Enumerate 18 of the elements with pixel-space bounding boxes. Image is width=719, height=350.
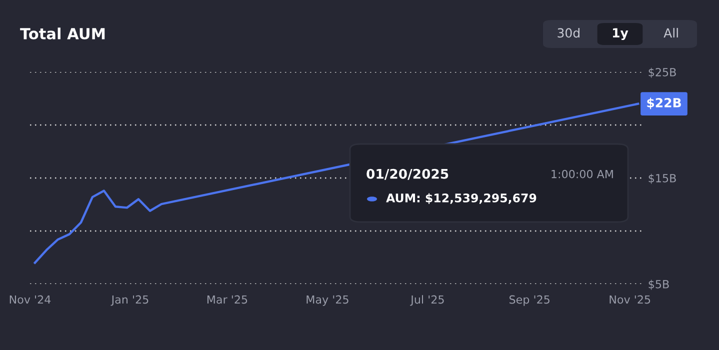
x-tick-label: Nov '24 — [10, 295, 51, 304]
text: All — [664, 28, 678, 38]
annotation: AUM: $12,539,295,679 — [386, 193, 536, 204]
annotation: 01/20/2025 — [366, 168, 448, 180]
x-tick-label: Mar '25 — [207, 295, 248, 304]
annotation: $22B — [647, 98, 681, 110]
x-tick-label: May '25 — [306, 295, 348, 306]
chart-title: Total AUM — [20, 28, 105, 40]
y-tick-label: $25B — [648, 68, 676, 78]
y-tick-label: $15B — [648, 174, 676, 184]
annotation: 1:00:00 AM — [552, 170, 613, 178]
text: 30d — [558, 28, 580, 38]
x-tick-label: Sep '25 — [510, 295, 550, 306]
x-tick-label: Jul '25 — [410, 295, 444, 306]
x-tick-label: Jan '25 — [110, 295, 148, 306]
text: 1y — [612, 28, 628, 40]
x-tick-label: Nov '25 — [610, 295, 650, 304]
y-tick-label: $5B — [648, 280, 669, 290]
